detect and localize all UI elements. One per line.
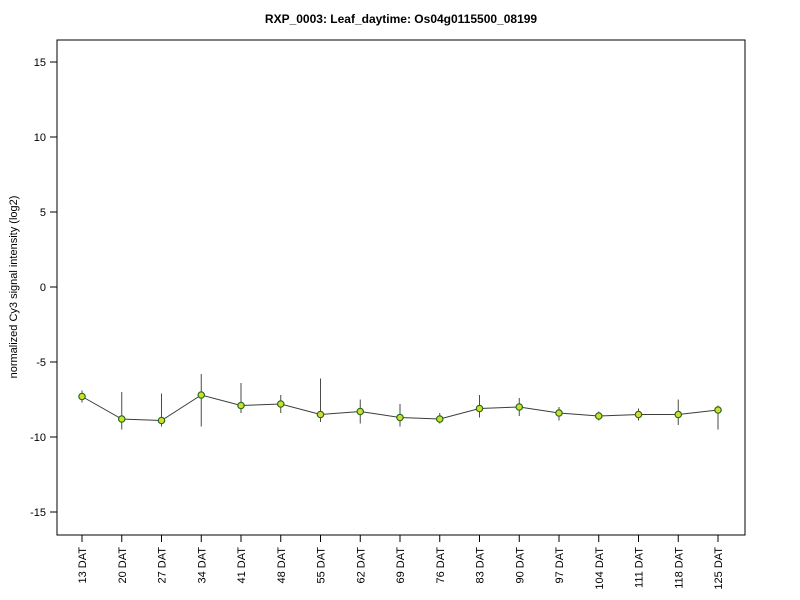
x-axis-tick-label: 111 DAT	[634, 547, 646, 588]
x-axis-tick-label: 48 DAT	[276, 547, 288, 584]
x-axis-tick-label: 97 DAT	[554, 547, 566, 584]
y-axis-tick-label: -10	[30, 432, 46, 444]
x-axis-tick-label: 90 DAT	[514, 547, 526, 584]
data-point	[475, 404, 484, 413]
y-axis-tick-label: 0	[40, 282, 46, 294]
data-point	[276, 400, 285, 408]
x-axis-tick-label: 41 DAT	[236, 547, 248, 584]
x-axis-tick-label: 69 DAT	[395, 547, 407, 584]
data-point	[237, 401, 245, 410]
x-axis-tick-label: 27 DAT	[157, 547, 169, 584]
data-point	[435, 415, 444, 423]
x-axis-tick-label: 62 DAT	[355, 547, 367, 584]
x-axis-tick-label: 13 DAT	[77, 547, 89, 584]
x-axis-tick-label: 125 DAT	[713, 547, 725, 590]
data-point	[714, 406, 722, 414]
y-axis-tick-label: -5	[36, 357, 46, 369]
plot-box	[56, 39, 746, 536]
x-axis-tick-label: 34 DAT	[196, 547, 208, 584]
x-axis-tick-label: 104 DAT	[594, 547, 606, 590]
data-point	[634, 410, 643, 419]
y-axis-tick-label: 5	[40, 207, 46, 219]
data-point	[316, 410, 325, 419]
data-point	[117, 415, 126, 423]
data-point	[197, 391, 206, 399]
data-point	[356, 407, 365, 416]
x-axis-tick-label: 20 DAT	[117, 547, 129, 584]
data-point	[555, 409, 563, 417]
x-axis-tick-label: 83 DAT	[475, 547, 487, 584]
y-axis-tick-label: -15	[30, 507, 46, 519]
y-axis-tick-label: 15	[34, 57, 46, 69]
x-axis-tick-label: 118 DAT	[673, 547, 685, 589]
chart-title: RXP_0003: Leaf_daytime: Os04g0115500_081…	[264, 12, 538, 26]
y-axis-tick-label: 10	[34, 132, 46, 144]
data-point	[396, 413, 404, 422]
data-point	[674, 410, 683, 419]
data-point	[594, 412, 603, 420]
data-point	[78, 392, 86, 401]
data-point	[515, 403, 524, 411]
data-point	[157, 416, 166, 425]
x-axis-tick-label: 76 DAT	[435, 547, 447, 584]
x-axis-tick-label: 55 DAT	[316, 547, 328, 584]
